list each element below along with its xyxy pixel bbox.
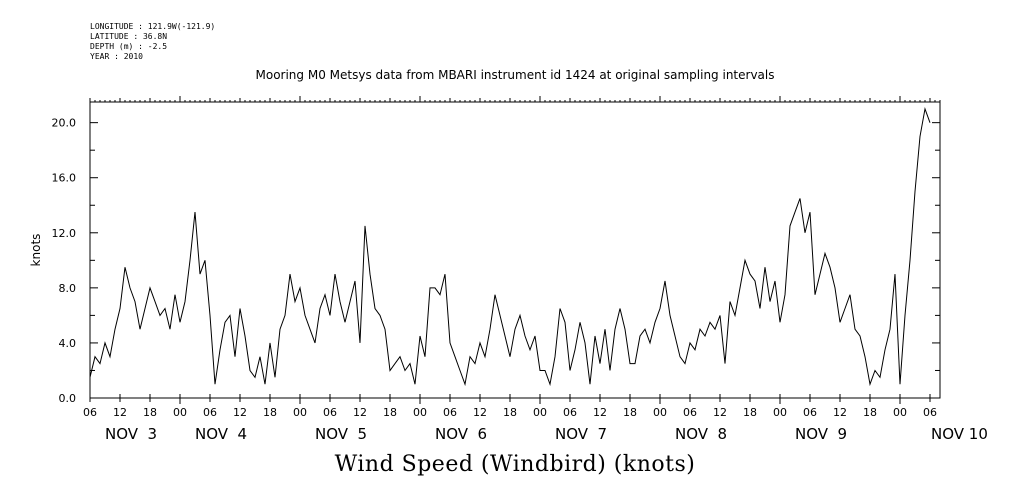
x-day-label: NOV 5	[315, 425, 367, 443]
x-axis-title: Wind Speed (Windbird) (knots)	[334, 452, 696, 477]
depth-text: DEPTH (m) : -2.5	[90, 42, 168, 51]
wind-speed-series-line	[89, 106, 931, 387]
x-hour-tick-label: 06	[83, 406, 97, 419]
y-tick-label: 12.0	[52, 227, 77, 240]
x-hour-tick-label: 00	[533, 406, 547, 419]
y-tick-label: 0.0	[59, 392, 77, 405]
y-tick-label: 8.0	[59, 282, 77, 295]
x-day-label: NOV 3	[105, 425, 157, 443]
x-hour-tick-label: 06	[923, 406, 937, 419]
x-hour-tick-label: 18	[863, 406, 877, 419]
x-hour-tick-label: 12	[593, 406, 607, 419]
y-tick-label: 16.0	[52, 172, 77, 185]
x-hour-tick-label: 06	[683, 406, 697, 419]
year-text: YEAR : 2010	[90, 52, 143, 61]
x-hour-tick-label: 18	[743, 406, 757, 419]
x-hour-tick-label: 00	[173, 406, 187, 419]
x-day-label: NOV 10	[931, 425, 988, 443]
x-hour-tick-label: 06	[443, 406, 457, 419]
x-hour-tick-label: 00	[893, 406, 907, 419]
x-day-label: NOV 6	[435, 425, 487, 443]
x-axis-day-labels: NOV 3 NOV 4 NOV 5 NOV 6 NOV 7 NOV 8 NOV 9 NOV 1…	[105, 425, 988, 443]
x-hour-tick-label: 06	[563, 406, 577, 419]
x-hour-tick-label: 06	[803, 406, 817, 419]
x-day-label: NOV 9	[795, 425, 847, 443]
x-hour-tick-label: 12	[473, 406, 487, 419]
x-axis: 06 12 18 00 06 12 18 00 06 12 18 00 06 12 18 00 06 12 18 00…	[83, 96, 941, 419]
x-hour-tick-label: 00	[773, 406, 787, 419]
x-hour-tick-label: 18	[623, 406, 637, 419]
x-hour-tick-label: 18	[503, 406, 517, 419]
chart-title: Mooring M0 Metsys data from MBARI instru…	[255, 68, 775, 82]
x-hour-tick-label: 06	[203, 406, 217, 419]
y-tick-label: 4.0	[59, 337, 77, 350]
x-hour-tick-label: 18	[383, 406, 397, 419]
mooring-metadata: LONGITUDE : 121.9W(-121.9) LATITUDE : 36…	[90, 22, 215, 62]
y-axis: 0.0 4.0 8.0 12.0 16.0 20.0	[52, 117, 940, 405]
x-hour-tick-label: 18	[143, 406, 157, 419]
x-hour-tick-label: 12	[713, 406, 727, 419]
x-day-label: NOV 8	[675, 425, 727, 443]
x-day-label: NOV 7	[555, 425, 607, 443]
x-hour-tick-label: 00	[293, 406, 307, 419]
x-hour-tick-label: 12	[233, 406, 247, 419]
y-tick-label: 20.0	[52, 117, 77, 130]
x-hour-tick-label: 12	[353, 406, 367, 419]
x-hour-tick-label: 12	[833, 406, 847, 419]
x-hour-tick-label: 00	[413, 406, 427, 419]
x-hour-tick-label: 18	[263, 406, 277, 419]
x-day-label: NOV 4	[195, 425, 247, 443]
y-axis-label: knots	[29, 234, 43, 267]
latitude-text: LATITUDE : 36.8N	[90, 32, 168, 41]
x-hour-tick-label: 00	[653, 406, 667, 419]
longitude-text: LONGITUDE : 121.9W(-121.9)	[90, 22, 216, 31]
x-hour-tick-label: 12	[113, 406, 127, 419]
x-hour-tick-label: 06	[323, 406, 337, 419]
